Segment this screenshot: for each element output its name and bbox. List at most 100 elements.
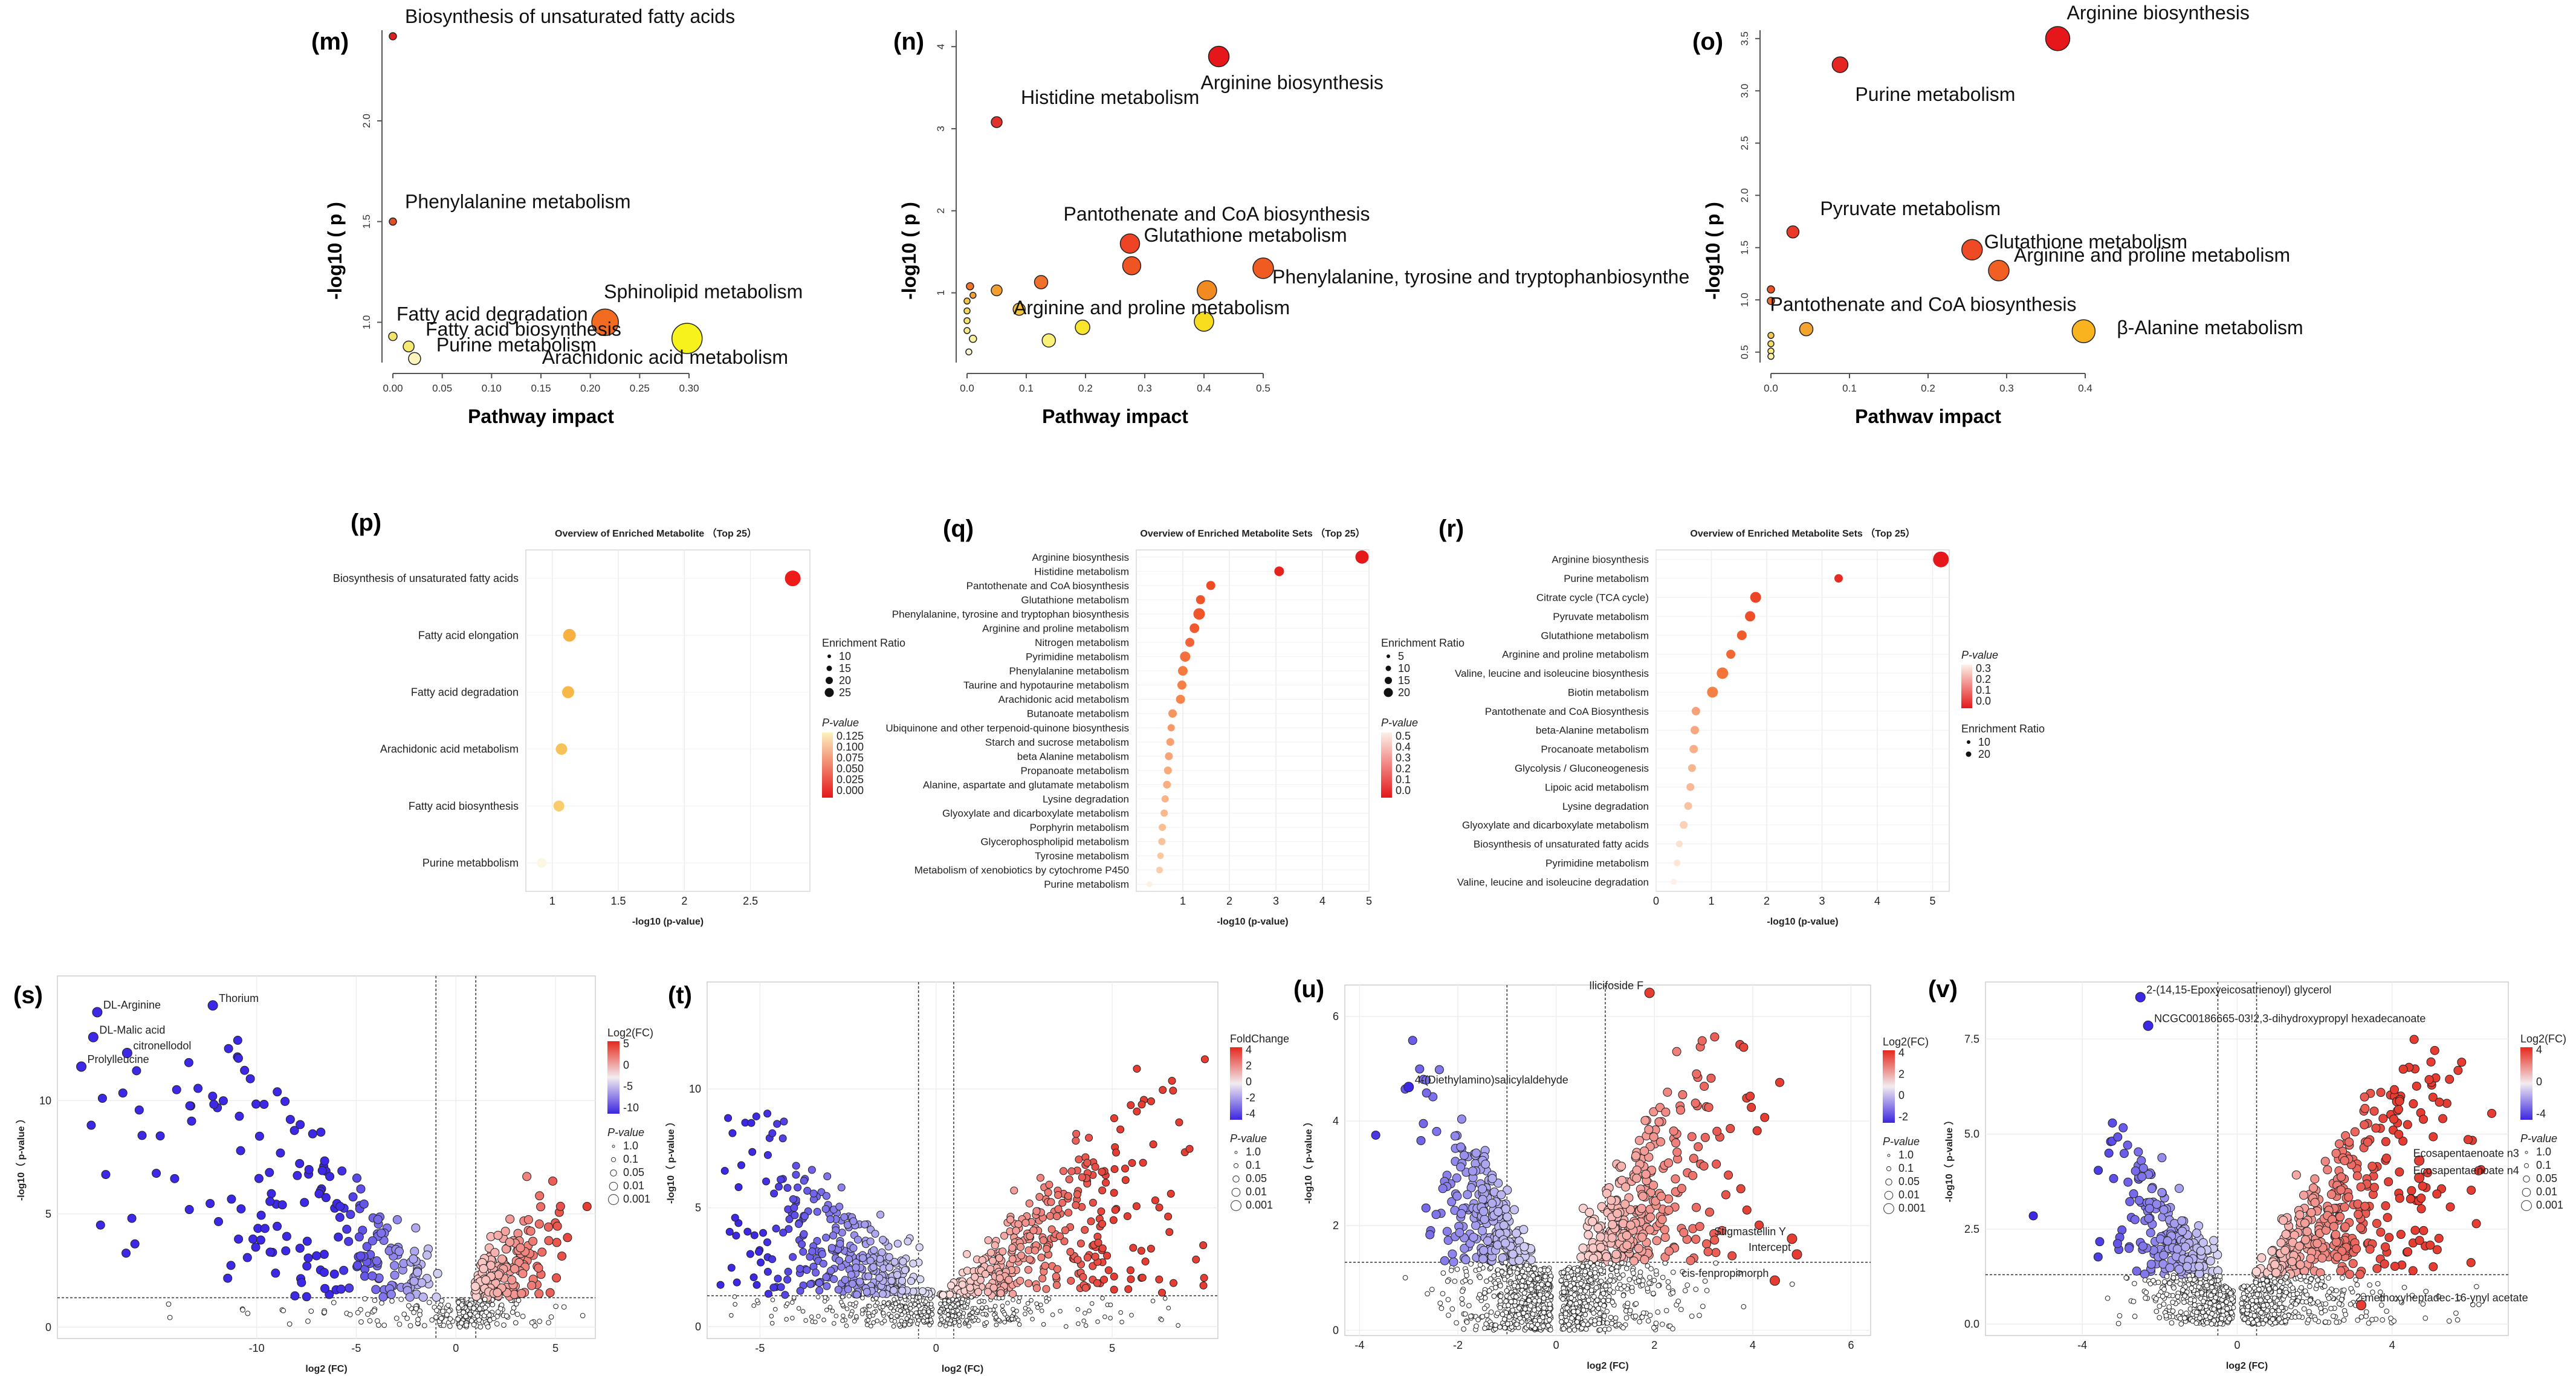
data-point: [671, 323, 703, 354]
point-label: Fatty acid degradation: [396, 303, 588, 325]
volcano-point: [456, 1305, 462, 1311]
volcano-point: [1695, 1222, 1704, 1232]
volcano-point: [132, 1066, 141, 1076]
volcano-point: [1524, 1313, 1530, 1319]
volcano-point: [2344, 1192, 2354, 1202]
volcano-point: [346, 1210, 355, 1219]
data-point: [1767, 297, 1775, 305]
volcano-point: [1147, 1244, 1155, 1253]
volcano-point: [997, 1289, 1005, 1297]
volcano-point: [386, 1290, 396, 1299]
volcano-point: [1540, 1314, 1545, 1320]
category-label: Purine metabbolism: [422, 857, 519, 869]
volcano-point: [976, 1318, 981, 1323]
volcano-point: [1474, 1323, 1479, 1329]
volcano-point: [2376, 1088, 2386, 1097]
volcano-point: [439, 1298, 445, 1303]
volcano-point: [1139, 1158, 1147, 1167]
volcano-point: [2336, 1266, 2346, 1276]
volcano-point: [823, 1282, 831, 1290]
volcano-point: [914, 1314, 920, 1319]
volcano-point: [988, 1308, 993, 1313]
volcano-point: [2429, 1132, 2438, 1142]
y-tick-label: 6: [1333, 1010, 1339, 1022]
legend-color-label: 0.3: [1976, 662, 1991, 674]
x-axis-title: Pathway impact: [468, 405, 614, 427]
volcano-point: [2223, 1284, 2229, 1290]
volcano-point: [233, 1053, 243, 1063]
volcano-point: [118, 1088, 128, 1098]
volcano-point: [536, 1202, 546, 1212]
volcano-point: [769, 1320, 775, 1326]
volcano-point: [2381, 1242, 2390, 1252]
legend-colorbar: [607, 1041, 620, 1114]
volcano-point: [2410, 1226, 2420, 1235]
volcano-point: [1512, 1283, 1517, 1288]
volcano-point: [1523, 1306, 1528, 1312]
volcano-point: [1127, 1275, 1135, 1284]
volcano-point: [1652, 1236, 1662, 1245]
volcano-point: [835, 1203, 844, 1211]
volcano-point: [2307, 1297, 2313, 1303]
legend-size-dot: [1884, 1190, 1894, 1200]
volcano-point: [1547, 1312, 1553, 1318]
volcano-point: [302, 1292, 311, 1302]
volcano-point: [1712, 1159, 1721, 1169]
volcano-point: [352, 1174, 361, 1183]
volcano-point: [2213, 1250, 2222, 1259]
volcano-point: [963, 1267, 971, 1275]
volcano-point: [1170, 1279, 1178, 1287]
volcano-point: [2263, 1317, 2268, 1323]
volcano-point: [1602, 1252, 1611, 1262]
volcano-point: [908, 1302, 913, 1307]
volcano-point: [1138, 1273, 1147, 1282]
volcano-point: [1039, 1236, 1047, 1245]
category-label: Glyoxylate and dicarboxylate metabolism: [942, 808, 1129, 819]
data-point: [1988, 260, 2010, 282]
volcano-point: [956, 1293, 961, 1299]
volcano-point: [1501, 1316, 1507, 1322]
volcano-point: [2132, 1313, 2138, 1319]
volcano-point: [1442, 1227, 1452, 1236]
volcano-point: [1558, 1277, 1564, 1284]
volcano-point: [2276, 1288, 2282, 1294]
volcano-point: [1637, 1269, 1643, 1275]
legend-color-title: FoldChange: [1230, 1033, 1289, 1045]
volcano-point: [285, 1114, 295, 1124]
volcano-point: [256, 1210, 266, 1220]
volcano-point: [812, 1268, 820, 1277]
volcano-point: [945, 1308, 950, 1313]
volcano-point: [734, 1183, 743, 1192]
volcano-point: [321, 1193, 331, 1203]
enrichment-dot: [1163, 766, 1172, 775]
volcano-point: [1703, 1247, 1713, 1256]
volcano-point: [1702, 1239, 1712, 1248]
volcano-point: [1121, 1176, 1130, 1184]
volcano-point: [763, 1238, 771, 1247]
volcano-point: [969, 1294, 974, 1300]
category-label: Glutathione metabolism: [1541, 630, 1649, 641]
volcano-point: [1462, 1311, 1468, 1317]
volcano-point: [1687, 1132, 1697, 1142]
volcano-point: [95, 1220, 105, 1230]
volcano-point: [2276, 1238, 2286, 1248]
volcano-point: [2157, 1153, 2167, 1163]
legend-color-label: 0.5: [1396, 730, 1411, 742]
category-label: Glutathione metabolism: [1021, 594, 1129, 606]
volcano-point: [1704, 1207, 1714, 1217]
x-tick-label: 0.25: [630, 383, 650, 394]
x-tick-label: 3: [1819, 895, 1825, 907]
volcano-point: [1514, 1322, 1519, 1327]
volcano-point: [1493, 1207, 1503, 1216]
volcano-point: [470, 1282, 480, 1291]
volcano-point: [2257, 1253, 2267, 1262]
legend-size-label: 1.0: [1898, 1149, 1914, 1161]
volcano-point: [1505, 1321, 1510, 1327]
legend-colorbar: [822, 732, 833, 798]
x-tick-label: 0.1: [1842, 383, 1857, 394]
volcano-point: [2396, 1230, 2406, 1239]
plot-title: Overview of Enriched Metabolite Sets （To…: [1140, 528, 1365, 539]
volcano-point: [902, 1322, 907, 1327]
volcano-point: [1516, 1311, 1522, 1317]
